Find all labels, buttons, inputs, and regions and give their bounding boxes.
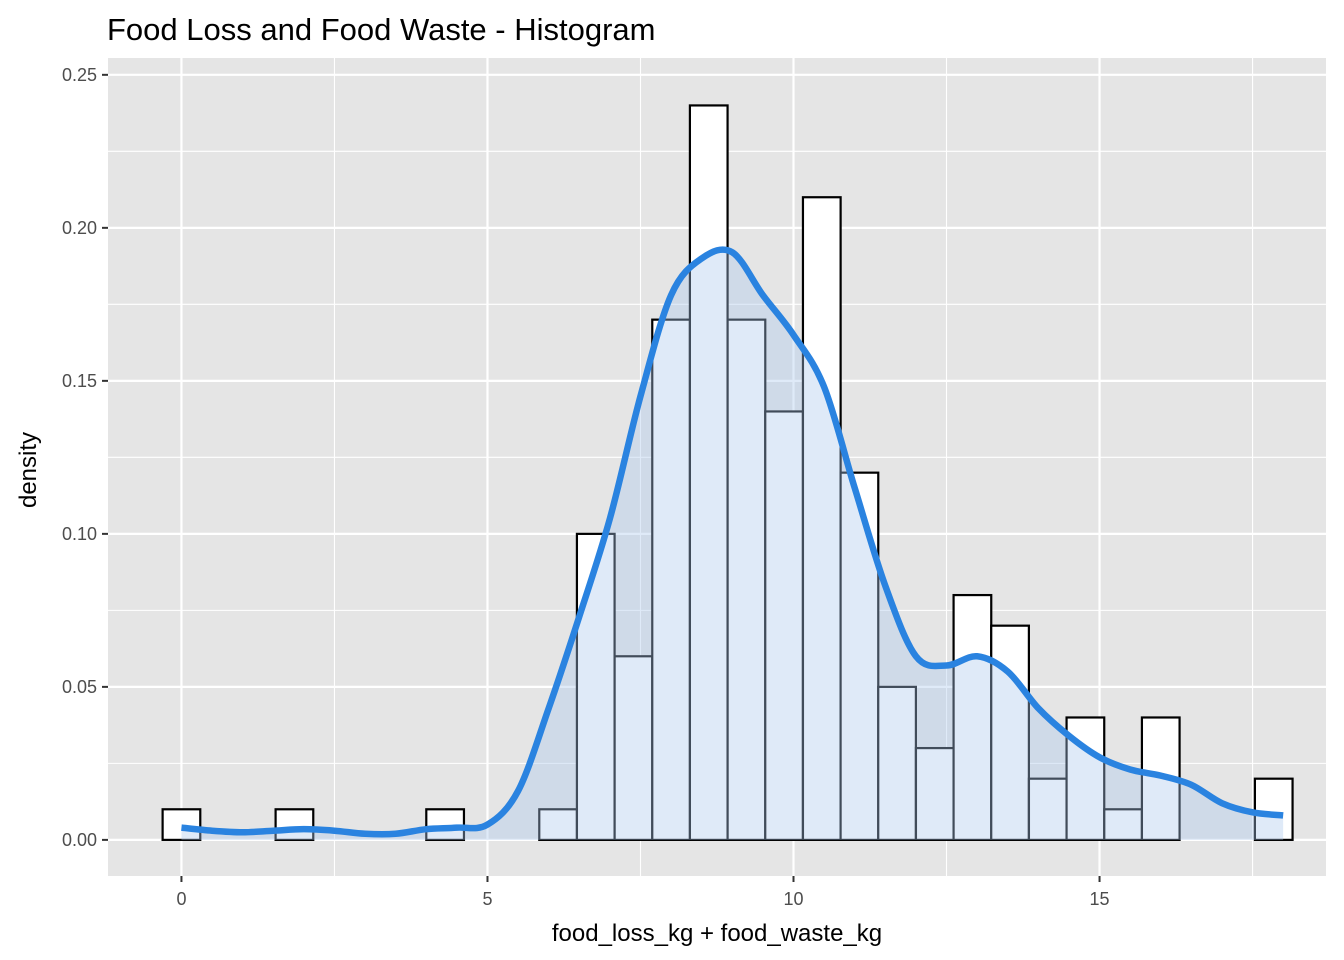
y-tick-label: 0.10 [62, 524, 97, 544]
histogram-bar [914, 746, 955, 841]
histogram-bar [613, 655, 654, 841]
x-axis-ticks: 0 5 10 15 [176, 876, 1110, 909]
histogram-bar [1253, 777, 1294, 841]
y-axis-ticks: 0.00 0.05 0.10 0.15 0.20 0.25 [62, 65, 108, 850]
density-curve [181, 246, 1284, 838]
y-tick-label: 0.05 [62, 677, 97, 697]
y-tick-label: 0.15 [62, 371, 97, 391]
y-tick-label: 0.25 [62, 65, 97, 85]
histogram-bar [764, 410, 805, 841]
histogram-bar [839, 471, 880, 841]
y-tick-label: 0.00 [62, 830, 97, 850]
histogram-bar [651, 318, 692, 841]
x-tick-label: 15 [1090, 889, 1110, 909]
histogram-bar [161, 808, 202, 841]
histogram-bar [538, 808, 579, 841]
histogram-bars [161, 104, 1294, 841]
x-axis-label: food_loss_kg + food_waste_kg [552, 920, 882, 947]
histogram-bar [1103, 808, 1144, 841]
y-tick-label: 0.20 [62, 218, 97, 238]
x-tick-label: 0 [176, 889, 186, 909]
x-tick-label: 5 [482, 889, 492, 909]
chart-title: Food Loss and Food Waste - Histogram [107, 12, 655, 47]
y-axis-label: density [15, 432, 42, 508]
histogram-bar [274, 808, 315, 841]
histogram-bar [877, 685, 918, 841]
density-layer [181, 246, 1284, 840]
histogram-bar [952, 593, 993, 841]
histogram-bar [688, 104, 729, 841]
density-area [181, 249, 1284, 840]
x-tick-label: 10 [783, 889, 803, 909]
